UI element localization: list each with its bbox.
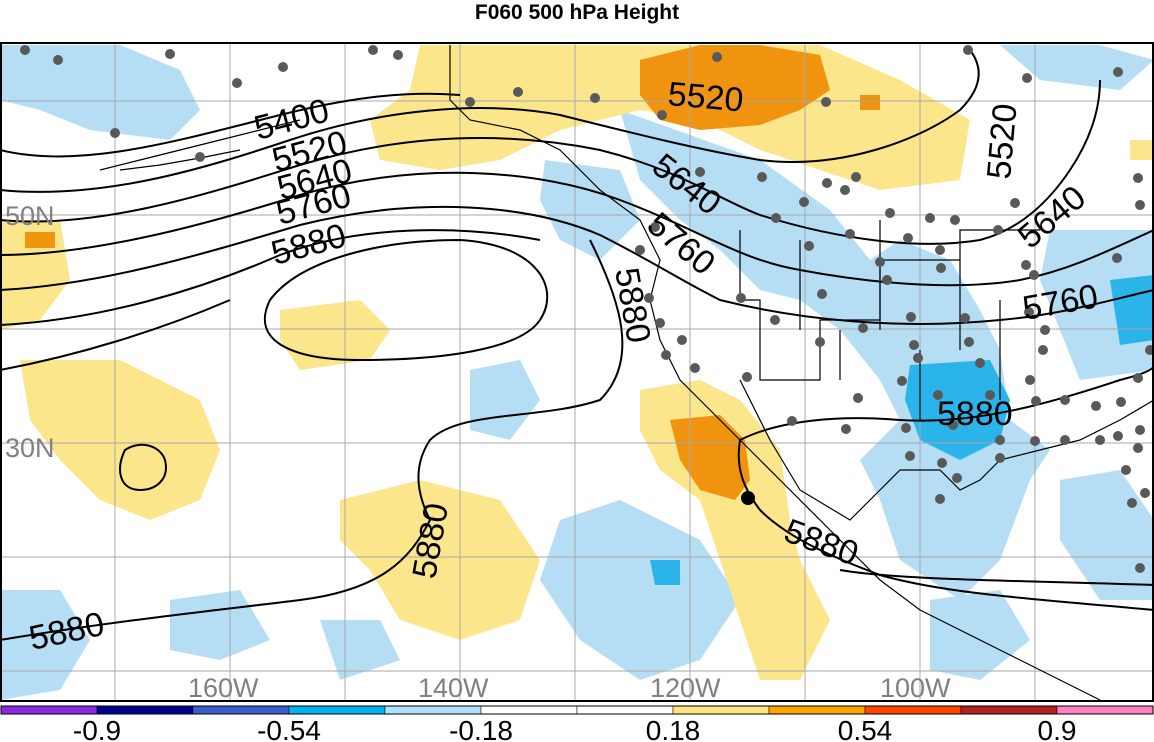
colorbar-label-0-9: 0.9: [1038, 715, 1077, 742]
colorbar-label-0-18: 0.18: [646, 715, 701, 742]
colorbar-label-minus-0-54: -0.54: [257, 715, 321, 742]
strong-positive-anomaly-regions: [25, 45, 880, 500]
lat-label-50n: 50N: [5, 201, 55, 231]
height-contours: [0, 49, 1154, 641]
lon-label-160w: 160W: [188, 673, 259, 702]
colorbar-swatch: [1056, 705, 1154, 715]
colorbar-swatch: [192, 705, 290, 715]
colorbar-swatches: [0, 705, 1154, 715]
contour-label-5520-east: 5520: [980, 102, 1024, 181]
map-panel: 5400 5520 5640 5760 5880 5520 5520 5640 …: [0, 42, 1154, 702]
negative-anomaly-regions: [0, 45, 1154, 700]
lon-label-100w: 100W: [880, 673, 951, 702]
colorbar-swatch: [576, 705, 674, 715]
colorbar-label-0-54: 0.54: [838, 715, 893, 742]
colorbar-swatch: [0, 705, 98, 715]
colorbar-swatch: [288, 705, 386, 715]
colorbar-label-minus-0-18: -0.18: [449, 715, 513, 742]
lon-label-120w: 120W: [650, 673, 721, 702]
colorbar-border: [0, 705, 1154, 715]
station-markers: [20, 45, 1154, 573]
contour-label-5520-north: 5520: [666, 75, 745, 119]
colorbar: -0.9 -0.54 -0.18 0.18 0.54 0.9: [0, 705, 1154, 742]
colorbar-swatch: [864, 705, 962, 715]
highlighted-station-marker: [741, 491, 755, 505]
colorbar-swatch: [960, 705, 1058, 715]
colorbar-swatch: [480, 705, 578, 715]
lat-label-30n: 30N: [5, 433, 55, 463]
coastlines: [99, 45, 1154, 701]
colorbar-swatch: [96, 705, 194, 715]
map-title: F060 500 hPa Height: [474, 1, 680, 24]
colorbar-labels: -0.9 -0.54 -0.18 0.18 0.54 0.9: [73, 715, 1077, 742]
colorbar-swatch: [768, 705, 866, 715]
contour-label-5880-gulf: 5880: [937, 395, 1013, 433]
colorbar-label-minus-0-9: -0.9: [73, 715, 121, 742]
lon-label-140w: 140W: [418, 673, 489, 702]
colorbar-swatch: [384, 705, 482, 715]
colorbar-swatch: [672, 705, 770, 715]
map-border: [0, 42, 1154, 702]
graticule: [0, 42, 1154, 702]
